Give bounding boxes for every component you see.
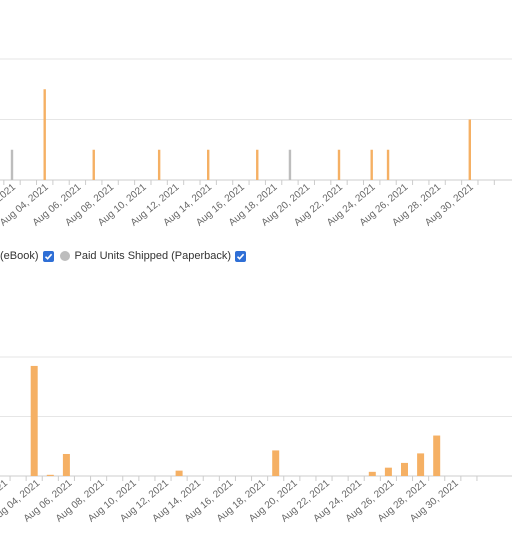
bar-4[interactable] [30, 365, 38, 476]
bar-19[interactable] [272, 450, 280, 476]
bar-series0-19[interactable] [288, 149, 292, 180]
bar-series1-17[interactable] [256, 149, 259, 180]
bar-5[interactable] [46, 474, 54, 476]
x-tick-label: Aug 22, 2021 [279, 478, 332, 525]
legend-checkbox-paperback[interactable] [235, 250, 247, 262]
x-tick-label: Aug 10, 2021 [86, 478, 139, 525]
legend-label-paperback: Paid Units Shipped (Paperback) [74, 250, 232, 262]
x-tick-label: Aug 28, 2021 [376, 478, 429, 525]
bar-series1-24[interactable] [370, 149, 373, 180]
check-icon [44, 253, 52, 260]
bar-6[interactable] [62, 453, 70, 476]
bar-series1-30[interactable] [468, 119, 471, 181]
bar-26[interactable] [384, 467, 392, 476]
bar-series1-4[interactable] [43, 89, 46, 180]
bar-series1-14[interactable] [207, 149, 210, 180]
x-tick-label: Aug 18, 2021 [215, 478, 268, 525]
bar-13[interactable] [175, 470, 183, 476]
x-tick-label: Aug 04, 2021 [0, 478, 42, 525]
x-tick-label: Aug 20, 2021 [247, 478, 300, 525]
x-tick-label: Aug 26, 2021 [344, 478, 397, 525]
bar-28[interactable] [417, 453, 425, 476]
check-icon [237, 253, 245, 260]
bar-series1-7[interactable] [92, 149, 95, 180]
x-tick-label: Aug 30, 2021 [408, 478, 461, 525]
legend-checkbox-ebook[interactable] [42, 250, 54, 262]
x-tick-label: Aug 14, 2021 [150, 478, 203, 525]
chart-legend: (eBook) Paid Units Shipped (Paperback) [0, 248, 252, 264]
bar-series1-11[interactable] [157, 149, 161, 180]
x-tick-label: Aug 02, 2021 [0, 478, 10, 525]
bar-27[interactable] [401, 462, 408, 476]
x-tick-label: Aug 12, 2021 [118, 478, 171, 525]
x-tick-label: Aug 06, 2021 [22, 478, 75, 525]
legend-dot-paperback [59, 251, 70, 261]
bar-series1-25[interactable] [386, 149, 390, 180]
x-tick-label: Aug 08, 2021 [54, 478, 107, 525]
bar-29[interactable] [433, 435, 441, 476]
x-tick-label: Aug 16, 2021 [183, 478, 236, 525]
bar-series0-2[interactable] [10, 149, 14, 180]
bar-25[interactable] [368, 471, 376, 476]
bar-series1-22[interactable] [337, 149, 341, 180]
legend-label-ebook: (eBook) [0, 250, 39, 262]
x-tick-label: Aug 24, 2021 [311, 478, 364, 525]
